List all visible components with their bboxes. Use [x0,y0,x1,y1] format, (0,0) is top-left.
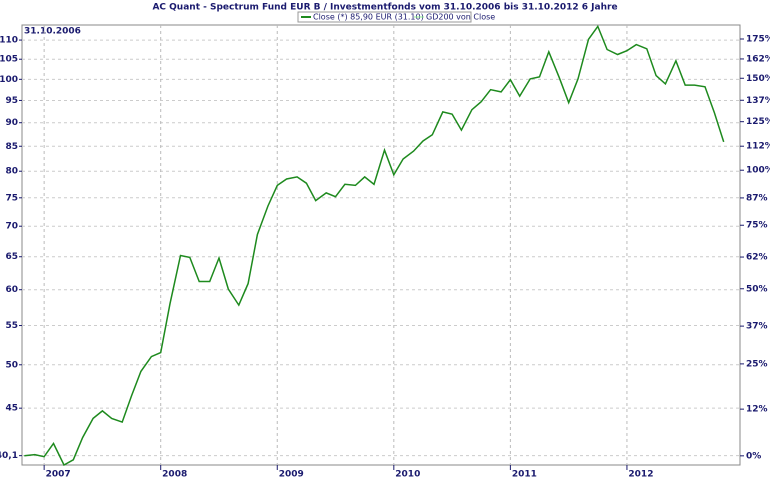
legend-label: GD200 von Close [426,13,495,22]
x-tick-label: 2007 [46,470,71,480]
legend-box [297,11,472,23]
y-tick-label: 85 [5,142,18,152]
y2-tick-label: 125% [746,117,770,127]
x-tick-label: 2009 [279,470,304,480]
y-tick-label: 40,1 [0,451,18,461]
y2-tick-label: 50% [746,284,768,294]
y2-tick-label: 112% [746,142,770,152]
y2-tick-label: 150% [746,74,770,84]
y2-tick-label: 37% [746,322,768,332]
y2-tick-label: 62% [746,253,768,263]
y2-tick-label: 25% [746,359,768,369]
y2-tick-label: 12% [746,405,768,415]
legend-label: Close (*) 85,90 EUR (31.10) [313,13,424,22]
y-tick-label: 50 [5,360,18,370]
y2-tick-label: 162% [746,54,770,64]
y-tick-label: 60 [5,285,18,295]
x-tick-label: 2011 [512,470,537,480]
y2-tick-label: 175% [746,34,770,44]
y2-tick-label: 137% [746,96,770,106]
y-tick-label: 95 [5,96,18,106]
y-tick-label: 45 [5,404,18,414]
y-tick-label: 90 [5,118,18,128]
x-tick-label: 2008 [162,470,187,480]
y2-tick-label: 87% [746,193,768,203]
y-tick-label: 80 [5,167,18,177]
x-tick-label: 2012 [628,470,653,480]
y2-tick-label: 0% [746,451,761,461]
y-tick-label: 105 [0,55,18,65]
y2-tick-label: 100% [746,166,770,176]
y-tick-label: 65 [5,252,18,262]
y-tick-label: 55 [5,321,18,331]
chart-title: AC Quant - Spectrum Fund EUR B / Investm… [152,3,617,13]
y-tick-label: 70 [5,222,18,232]
price-line [24,24,725,467]
x-tick-label: 2010 [395,470,420,480]
start-date: 31.10.2006 [24,27,81,37]
y-tick-label: 100 [0,75,18,85]
y-tick-label: 75 [5,193,18,203]
y2-tick-label: 75% [746,221,768,231]
plot-frame [21,24,741,466]
y-tick-label: 110 [0,36,18,46]
